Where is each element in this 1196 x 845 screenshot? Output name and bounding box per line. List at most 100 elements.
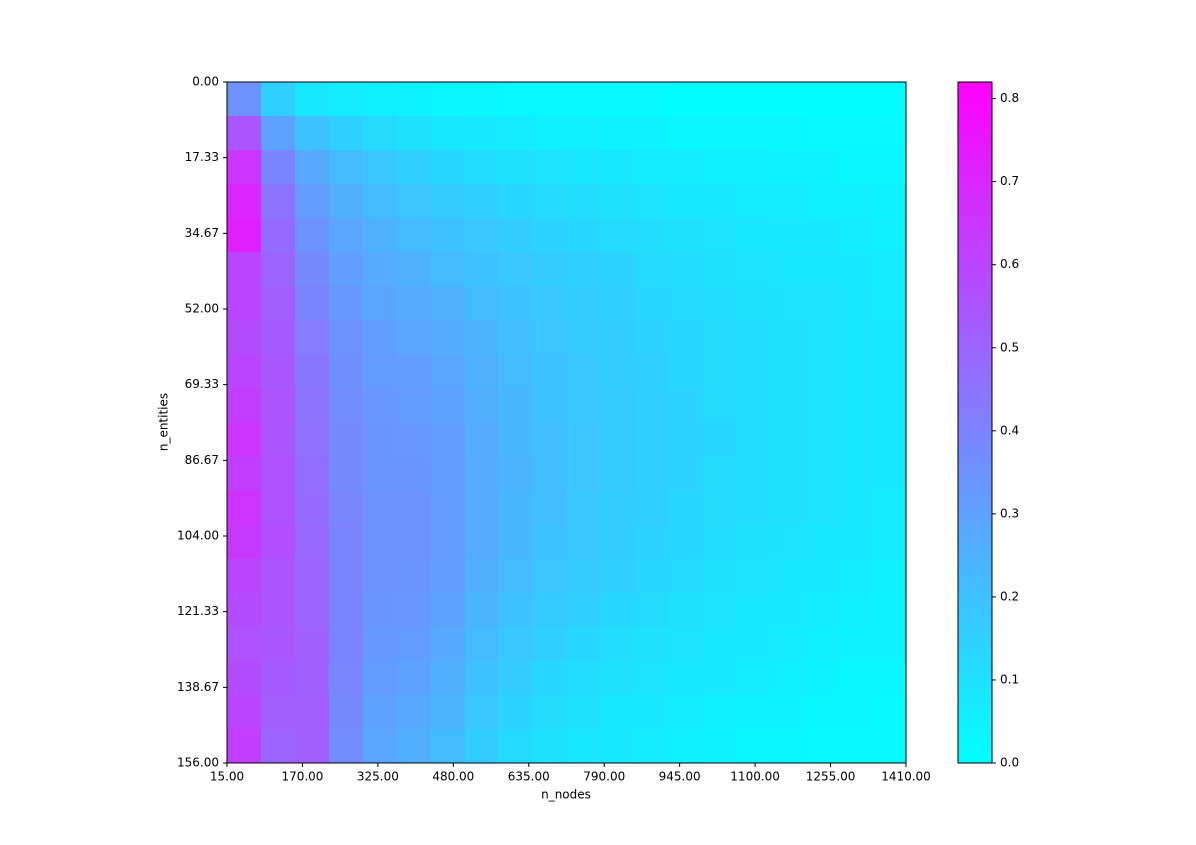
y-tick-label: 52.00 xyxy=(185,302,219,316)
heatmap-cell xyxy=(430,184,466,219)
heatmap-cell xyxy=(294,558,330,594)
heatmap-cell xyxy=(838,116,873,151)
heatmap-cell xyxy=(328,218,364,253)
heatmap-cell xyxy=(770,116,805,151)
heatmap-cell xyxy=(634,694,669,730)
heatmap-cell xyxy=(464,592,500,628)
heatmap-cell xyxy=(396,286,432,321)
heatmap-cell xyxy=(532,320,567,355)
heatmap-cell xyxy=(532,150,567,185)
heatmap-cell xyxy=(600,422,635,458)
heatmap-cell xyxy=(770,218,805,253)
heatmap-cell xyxy=(464,694,500,730)
heatmap-cell xyxy=(770,422,805,458)
heatmap-cell xyxy=(736,694,771,730)
heatmap-cell xyxy=(600,354,635,389)
heatmap-cell xyxy=(702,354,737,389)
heatmap-cell xyxy=(770,82,805,117)
heatmap-cell xyxy=(260,286,296,321)
heatmap-cell xyxy=(872,354,907,389)
heatmap-cell xyxy=(804,728,839,764)
heatmap-cell xyxy=(668,286,703,321)
heatmap-cell xyxy=(328,150,364,185)
heatmap-cell xyxy=(702,558,737,594)
x-tick-label: 1100.00 xyxy=(730,770,780,784)
heatmap-cell xyxy=(227,82,262,117)
heatmap-cell xyxy=(362,218,398,253)
heatmap-cell xyxy=(396,592,432,628)
heatmap-cell xyxy=(328,660,364,696)
heatmap-cell xyxy=(872,694,907,730)
heatmap-cell xyxy=(872,490,907,526)
heatmap-cell xyxy=(872,592,907,628)
heatmap-cell xyxy=(770,252,805,287)
heatmap-cell xyxy=(227,218,262,253)
heatmap-cell xyxy=(260,354,296,389)
colorbar-tick-label: 0.7 xyxy=(1000,174,1019,188)
heatmap-cell xyxy=(464,456,500,492)
heatmap-cell xyxy=(362,252,398,287)
heatmap-cell xyxy=(736,592,771,628)
x-tick-label: 945.00 xyxy=(659,770,701,784)
heatmap-cell xyxy=(362,116,398,151)
heatmap-cell xyxy=(328,558,364,594)
heatmap-cell xyxy=(328,252,364,287)
heatmap-cell xyxy=(498,558,534,594)
heatmap-cell xyxy=(328,592,364,628)
heatmap-cell xyxy=(464,116,500,151)
heatmap-cell xyxy=(396,116,432,151)
heatmap-cell xyxy=(838,320,873,355)
heatmap-cell xyxy=(260,626,296,662)
heatmap-cell xyxy=(498,694,534,730)
heatmap-cell xyxy=(838,728,873,764)
heatmap-cell xyxy=(600,286,635,321)
heatmap-cell xyxy=(396,558,432,594)
heatmap-cell xyxy=(396,524,432,560)
heatmap-cell xyxy=(294,694,330,730)
heatmap-cell xyxy=(770,150,805,185)
heatmap-cell xyxy=(498,456,534,492)
heatmap-cell xyxy=(668,694,703,730)
heatmap-cell xyxy=(464,388,500,423)
heatmap-cell xyxy=(328,116,364,151)
heatmap-cell xyxy=(838,354,873,389)
heatmap-cell xyxy=(600,184,635,219)
heatmap-cell xyxy=(838,252,873,287)
heatmap-cell xyxy=(736,422,771,458)
heatmap-cell xyxy=(600,558,635,594)
x-tick-label: 170.00 xyxy=(281,770,323,784)
heatmap-cell xyxy=(566,558,601,594)
heatmap-cell xyxy=(328,728,364,764)
heatmap-cell xyxy=(736,82,771,117)
heatmap-cell xyxy=(634,116,669,151)
heatmap-cell xyxy=(260,524,296,560)
heatmap-cell xyxy=(872,422,907,458)
heatmap-cell xyxy=(736,354,771,389)
heatmap-cell xyxy=(328,286,364,321)
heatmap-cell xyxy=(566,388,601,423)
heatmap-cell xyxy=(532,184,567,219)
heatmap-cell xyxy=(227,592,262,628)
heatmap-cell xyxy=(362,422,398,458)
heatmap-cell xyxy=(838,592,873,628)
heatmap-cell xyxy=(430,660,466,696)
heatmap-cell xyxy=(770,524,805,560)
heatmap-cell xyxy=(634,184,669,219)
heatmap-cell xyxy=(260,592,296,628)
y-tick-label: 86.67 xyxy=(185,453,219,467)
heatmap-cell xyxy=(668,184,703,219)
heatmap-cell xyxy=(362,524,398,560)
heatmap-cell xyxy=(838,218,873,253)
y-tick-label: 156.00 xyxy=(177,756,219,770)
heatmap-cell xyxy=(702,456,737,492)
y-tick-label: 34.67 xyxy=(185,226,219,240)
heatmap-cell xyxy=(702,150,737,185)
heatmap-cell xyxy=(600,728,635,764)
heatmap-cell xyxy=(668,252,703,287)
colorbar-tick-label: 0.4 xyxy=(1000,423,1019,437)
heatmap-cell xyxy=(702,694,737,730)
heatmap-cell xyxy=(464,422,500,458)
heatmap-cell xyxy=(600,218,635,253)
heatmap-cell xyxy=(464,524,500,560)
heatmap-cell xyxy=(702,320,737,355)
